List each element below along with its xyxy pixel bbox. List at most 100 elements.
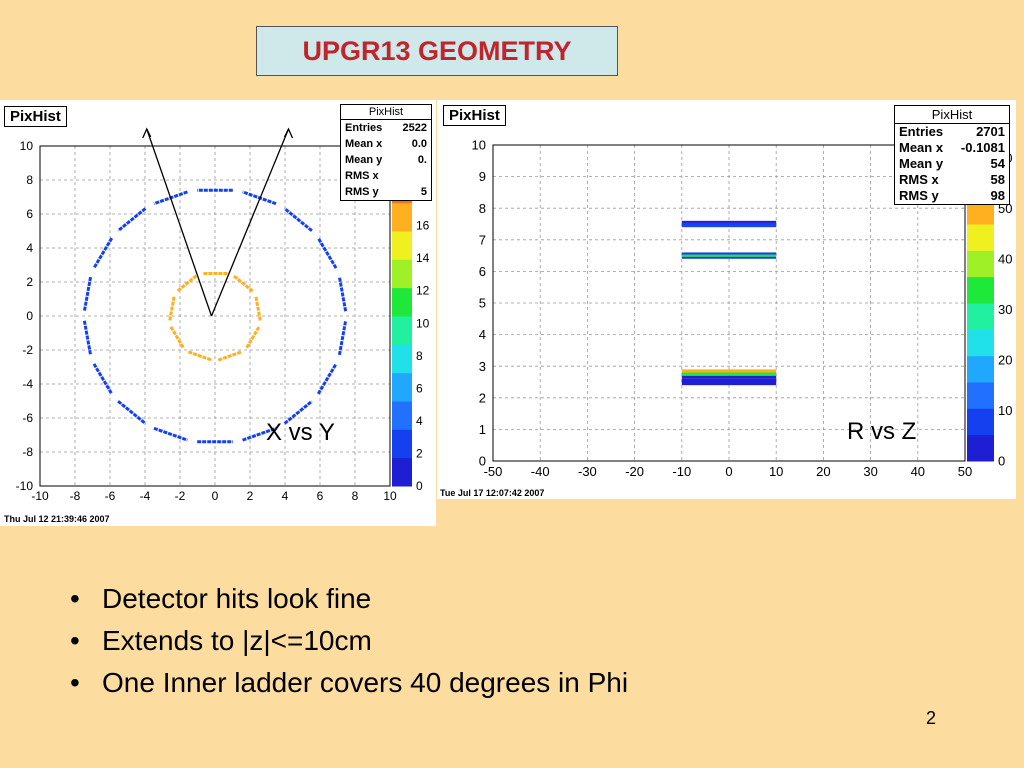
x-tick-label: 6 [317, 489, 324, 503]
stats-rmsy-label: RMS y [345, 184, 379, 200]
y-tick-label: 1 [479, 422, 486, 437]
heatmap-band [682, 252, 776, 254]
x-tick-label: 40 [911, 464, 925, 479]
x-tick-label: -2 [175, 489, 186, 503]
x-tick-label: 20 [816, 464, 830, 479]
bullet-item: Detector hits look fine [70, 578, 628, 620]
palette-cell [392, 458, 412, 487]
y-tick-label: 0 [26, 309, 33, 323]
stats-entries-value: 2522 [403, 120, 427, 136]
page-number: 2 [926, 708, 936, 729]
stats-entries-label: Entries [345, 120, 382, 136]
ladder-hits [118, 401, 145, 423]
palette-tick-label: 40 [998, 252, 1012, 267]
palette-cell [392, 203, 412, 232]
y-tick-label: -10 [16, 479, 34, 493]
y-tick-label: 0 [479, 454, 486, 469]
y-tick-label: -8 [22, 445, 33, 459]
palette-tick-label: 0 [998, 454, 1005, 469]
ladder-hits [154, 428, 187, 440]
x-tick-label: 2 [247, 489, 254, 503]
palette-cell [392, 401, 412, 430]
x-tick-label: -10 [31, 489, 49, 503]
xy-annotation: X vs Y [266, 419, 335, 447]
y-tick-label: 7 [479, 232, 486, 247]
heatmap-band [682, 221, 776, 223]
ladder-hits [170, 297, 174, 321]
stats-meanx-label: Mean x [899, 140, 943, 156]
y-tick-label: 10 [472, 138, 486, 153]
ladder-hits [171, 327, 183, 348]
y-tick-label: 2 [26, 275, 33, 289]
y-tick-label: 8 [479, 201, 486, 216]
y-tick-label: 10 [20, 139, 34, 153]
palette-cell [392, 231, 412, 260]
stats-header: PixHist [895, 106, 1009, 124]
stats-meanx-label: Mean x [345, 136, 382, 152]
y-tick-label: 8 [26, 173, 33, 187]
heatmap-band [682, 225, 776, 227]
ladder-hits [243, 192, 276, 204]
y-tick-label: 3 [479, 359, 486, 374]
y-tick-label: 6 [26, 207, 33, 221]
x-tick-label: 4 [282, 489, 289, 503]
palette-tick-label: 12 [416, 284, 430, 298]
palette-tick-label: 14 [416, 251, 430, 265]
x-tick-label: -30 [578, 464, 597, 479]
x-tick-label: -40 [531, 464, 550, 479]
y-tick-label: -2 [22, 343, 33, 357]
x-tick-label: -10 [672, 464, 691, 479]
stats-rmsy-label: RMS y [899, 188, 939, 204]
ladder-hits [94, 364, 112, 394]
heatmap-band [682, 373, 776, 376]
palette-cell [967, 356, 994, 383]
rz-plot-panel: PixHist -50 -40 -30 -20 -10 0 10 20 30 40 50 0 1 2 3 4 5… [437, 100, 1016, 499]
heatmap-band [682, 369, 776, 372]
x-tick-label: -20 [625, 464, 644, 479]
x-tick-label: 0 [212, 489, 219, 503]
ladder-hits [247, 327, 259, 348]
x-tick-label: -50 [484, 464, 503, 479]
palette-cell [967, 435, 994, 462]
stats-meany-value: 54 [991, 156, 1005, 172]
palette-cell [967, 408, 994, 435]
palette-cell [392, 344, 412, 373]
palette-tick-label: 20 [998, 353, 1012, 368]
xy-plot-panel: PixHist -10 -8 -6 -4 -2 0 2 4 6 8 10 -10 -8 -6 -4 -2 0 2 4… [0, 100, 436, 526]
bullet-list: Detector hits look fine Extends to |z|<=… [70, 578, 628, 704]
x-tick-label: 8 [352, 489, 359, 503]
slide-title: UPGR13 GEOMETRY [256, 26, 618, 76]
palette-cell [967, 224, 994, 251]
palette-cell [967, 277, 994, 304]
palette-cell [967, 303, 994, 330]
rz-annotation: R vs Z [847, 418, 916, 446]
palette-tick-label: 8 [416, 349, 423, 363]
y-tick-label: -6 [22, 411, 33, 425]
y-tick-label: 5 [479, 296, 486, 311]
heatmap-band [682, 376, 776, 379]
y-tick-label: 2 [479, 390, 486, 405]
palette-cell [392, 259, 412, 288]
x-tick-label: 30 [863, 464, 877, 479]
palette-tick-label: 10 [416, 316, 430, 330]
ladder-hits [218, 352, 241, 360]
palette-tick-label: 0 [416, 479, 423, 493]
bullet-item: Extends to |z|<=10cm [70, 620, 628, 662]
palette-cell [392, 373, 412, 402]
palette-tick-label: 16 [416, 219, 430, 233]
x-tick-label: 10 [769, 464, 783, 479]
x-tick-label: -6 [105, 489, 116, 503]
x-tick-label: -8 [70, 489, 81, 503]
stats-box: PixHist Entries 2522 Mean x 0.0 Mean y 0. R… [340, 104, 432, 201]
y-tick-label: 9 [479, 169, 486, 184]
stats-rmsx-label: RMS x [899, 172, 939, 188]
ladder-hits [256, 297, 260, 321]
palette-tick-label: 30 [998, 302, 1012, 317]
stats-meanx-value: -0.1081 [961, 140, 1005, 156]
stats-meany-label: Mean y [345, 152, 382, 168]
y-tick-label: -4 [22, 377, 33, 391]
y-tick-label: 4 [479, 327, 486, 342]
palette-tick-label: 4 [416, 414, 423, 428]
x-tick-label: -4 [140, 489, 151, 503]
palette-cell [967, 250, 994, 277]
